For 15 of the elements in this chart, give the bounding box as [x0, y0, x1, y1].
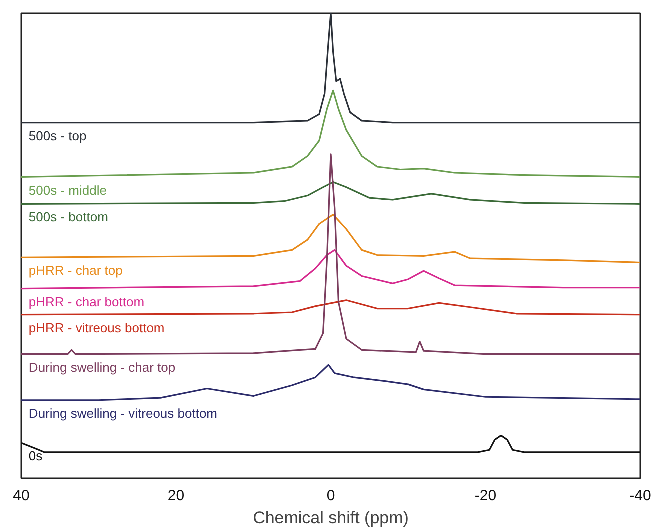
- x-tick-label: 0: [326, 488, 336, 504]
- series-label: During swelling - char top: [28, 360, 176, 375]
- series-label: 500s - middle: [28, 182, 107, 198]
- series-label: During swelling - vitreous bottom: [28, 406, 218, 421]
- series-label: 0s: [28, 448, 44, 464]
- x-tick-label: -40: [630, 488, 652, 504]
- series-label: 500s - bottom: [28, 210, 108, 225]
- series-label: pHRR - char top: [28, 263, 123, 278]
- x-axis-title: Chemical shift (ppm): [253, 508, 409, 528]
- x-tick-label: 20: [168, 488, 185, 504]
- series-label: pHRR - char bottom: [28, 294, 145, 310]
- series-label: pHRR - vitreous bottom: [28, 320, 165, 336]
- x-tick-label: 40: [13, 488, 30, 504]
- x-tick-label: -20: [474, 488, 497, 504]
- series-label: 500s - top: [28, 128, 87, 144]
